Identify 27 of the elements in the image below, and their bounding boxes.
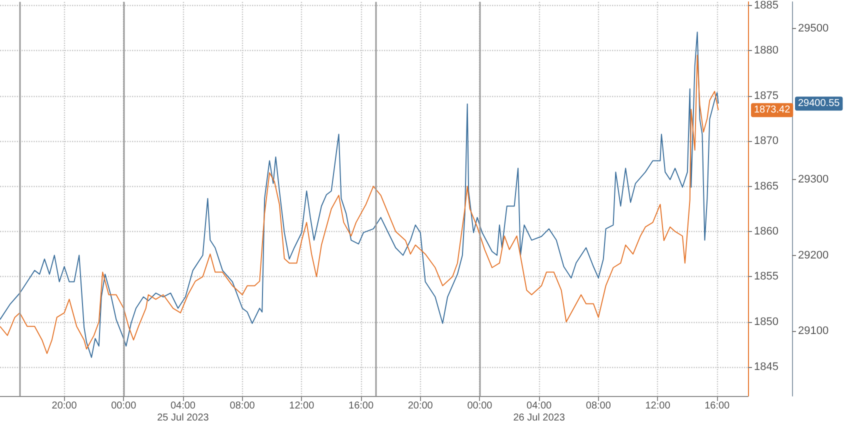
x-tick-label: 12:00 bbox=[645, 400, 671, 412]
y-tick-label: 1870 bbox=[754, 135, 778, 148]
x-tick-label: 00:00 bbox=[467, 400, 493, 412]
x-tick-label: 16:00 bbox=[704, 400, 730, 412]
y-tick-label: 1850 bbox=[754, 316, 778, 328]
y2-tick-label: 29300 bbox=[798, 174, 829, 186]
text: 29400.55 bbox=[798, 98, 840, 110]
x-tick-label: 08:00 bbox=[586, 400, 612, 412]
x-tick-label: 00:00 bbox=[111, 400, 137, 412]
x-tick-label: 20:00 bbox=[408, 400, 434, 412]
y-tick-label: 1860 bbox=[754, 225, 778, 238]
y2-tick-label: 29200 bbox=[798, 249, 829, 262]
y-tick-label: 1880 bbox=[754, 44, 778, 57]
x-tick-label: 04:00 26 Jul 2023 bbox=[513, 400, 566, 424]
x-tick-label: 04:00 25 Jul 2023 bbox=[157, 400, 210, 424]
x-tick-label: 20:00 bbox=[52, 400, 78, 412]
y2-tick-label: 29100 bbox=[798, 324, 829, 337]
y-tick-label: 1875 bbox=[754, 90, 778, 102]
y-tick-label: 1865 bbox=[754, 180, 778, 192]
y-tick-label: 1885 bbox=[754, 0, 778, 12]
x-tick-label: 16:00 bbox=[348, 400, 374, 412]
x-tick-label: 08:00 bbox=[230, 400, 256, 412]
x-tick-label: 12:00 bbox=[289, 400, 315, 412]
text: 1873.42 bbox=[754, 104, 791, 116]
y-tick-label: 1845 bbox=[754, 361, 778, 374]
y-tick-label: 1855 bbox=[754, 270, 778, 283]
y2-tick-label: 29500 bbox=[798, 22, 829, 34]
